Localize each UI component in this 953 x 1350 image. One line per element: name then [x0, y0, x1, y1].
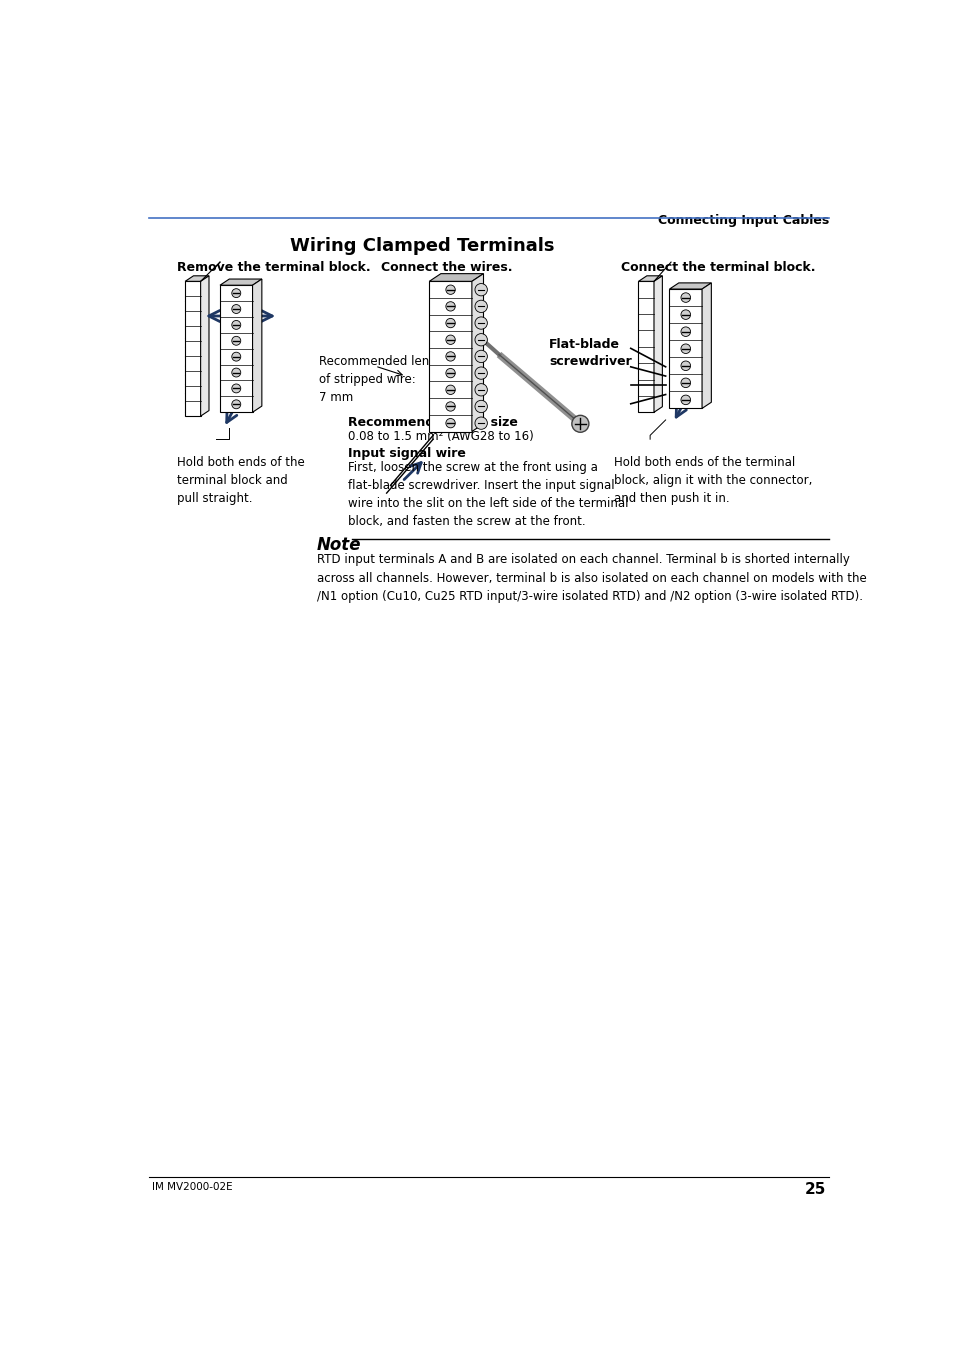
Polygon shape — [429, 281, 472, 432]
Circle shape — [445, 402, 455, 412]
Polygon shape — [185, 275, 209, 281]
Text: RTD input terminals A and B are isolated on each channel. Terminal b is shorted : RTD input terminals A and B are isolated… — [316, 554, 865, 603]
Circle shape — [445, 319, 455, 328]
Polygon shape — [669, 289, 701, 409]
Circle shape — [232, 320, 240, 329]
Circle shape — [445, 418, 455, 428]
Polygon shape — [429, 274, 483, 281]
Polygon shape — [220, 279, 261, 285]
Circle shape — [475, 284, 487, 296]
Circle shape — [232, 289, 240, 297]
Circle shape — [680, 327, 690, 336]
Polygon shape — [472, 274, 483, 432]
Circle shape — [445, 352, 455, 360]
Text: Hold both ends of the
terminal block and
pull straight.: Hold both ends of the terminal block and… — [177, 456, 305, 505]
Circle shape — [475, 350, 487, 363]
Circle shape — [232, 369, 240, 377]
Polygon shape — [253, 279, 261, 412]
Polygon shape — [701, 284, 711, 409]
Circle shape — [571, 416, 588, 432]
Circle shape — [680, 378, 690, 387]
Text: Flat-blade
screwdriver: Flat-blade screwdriver — [549, 338, 632, 367]
Circle shape — [445, 285, 455, 294]
Polygon shape — [669, 284, 711, 289]
Circle shape — [475, 417, 487, 429]
Polygon shape — [654, 275, 661, 412]
Text: Remove the terminal block.: Remove the terminal block. — [177, 261, 371, 274]
Circle shape — [445, 335, 455, 344]
Text: Recommended wire size: Recommended wire size — [348, 416, 517, 429]
Circle shape — [475, 300, 487, 313]
Circle shape — [475, 401, 487, 413]
Circle shape — [680, 310, 690, 320]
Circle shape — [475, 317, 487, 329]
Text: IM MV2000-02E: IM MV2000-02E — [152, 1183, 233, 1192]
Text: Input signal wire: Input signal wire — [348, 447, 465, 460]
Text: Wiring Clamped Terminals: Wiring Clamped Terminals — [290, 238, 554, 255]
Circle shape — [445, 369, 455, 378]
Polygon shape — [220, 285, 253, 412]
Circle shape — [445, 301, 455, 310]
Text: Connect the terminal block.: Connect the terminal block. — [620, 261, 815, 274]
Circle shape — [475, 367, 487, 379]
Text: Note: Note — [316, 536, 361, 555]
Circle shape — [680, 396, 690, 405]
Text: Recommended length
of stripped wire:
7 mm: Recommended length of stripped wire: 7 m… — [319, 355, 449, 404]
Text: First, loosen the screw at the front using a
flat-blade screwdriver. Insert the : First, loosen the screw at the front usi… — [348, 460, 628, 528]
Circle shape — [232, 400, 240, 409]
Circle shape — [475, 383, 487, 396]
Circle shape — [445, 385, 455, 394]
Polygon shape — [638, 275, 661, 281]
Text: Connecting Input Cables: Connecting Input Cables — [658, 215, 828, 227]
Polygon shape — [638, 281, 654, 412]
Circle shape — [680, 344, 690, 354]
Text: 25: 25 — [803, 1183, 825, 1197]
Text: Connect the wires.: Connect the wires. — [381, 261, 512, 274]
Circle shape — [680, 293, 690, 302]
Polygon shape — [185, 281, 200, 416]
Circle shape — [232, 352, 240, 360]
Text: Hold both ends of the terminal
block, align it with the connector,
and then push: Hold both ends of the terminal block, al… — [613, 456, 811, 505]
Text: 0.08 to 1.5 mm² (AWG28 to 16): 0.08 to 1.5 mm² (AWG28 to 16) — [348, 429, 533, 443]
Circle shape — [680, 360, 690, 370]
Circle shape — [232, 383, 240, 393]
Polygon shape — [200, 275, 209, 416]
Circle shape — [232, 336, 240, 346]
Circle shape — [475, 333, 487, 346]
Circle shape — [232, 305, 240, 313]
